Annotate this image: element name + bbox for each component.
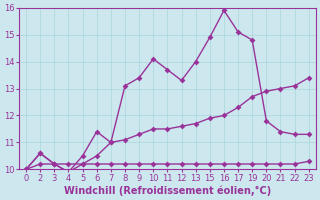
X-axis label: Windchill (Refroidissement éolien,°C): Windchill (Refroidissement éolien,°C) <box>64 185 271 196</box>
